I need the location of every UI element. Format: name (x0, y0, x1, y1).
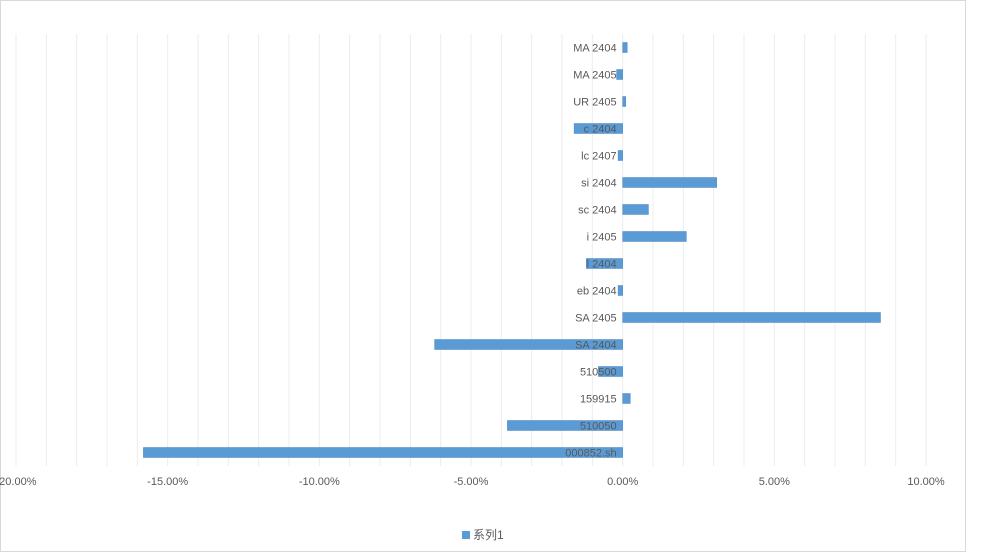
grid-lines (15, 34, 927, 466)
bar (507, 420, 623, 431)
category-label: UR 2405 (573, 97, 616, 109)
bar (622, 393, 631, 404)
bar (573, 123, 623, 134)
bar (617, 285, 623, 296)
x-axis-tick-labels: -20.00% -15.00% -10.00% -5.00% 0.00% 5.00% 10.… (0, 476, 945, 488)
legend: 系列1 (462, 526, 504, 543)
x-tick-label: -15.00% (147, 476, 188, 488)
bar (616, 69, 623, 80)
category-label: l 2404 (587, 259, 617, 271)
bar (598, 366, 623, 377)
legend-swatch (462, 530, 470, 539)
x-tick-label: 10.00% (907, 476, 945, 488)
category-label: c 2404 (584, 124, 617, 136)
bar (622, 96, 626, 107)
category-labels: MA 2404 MA 2405 UR 2405 c 2404 lc 2407 si 240… (565, 43, 616, 460)
category-label: 510050 (580, 421, 617, 433)
category-label: SA 2405 (575, 313, 617, 325)
bar (622, 177, 717, 188)
category-label: MA 2405 (573, 70, 616, 82)
x-tick-label: -10.00% (299, 476, 340, 488)
bar (434, 339, 623, 350)
category-label: 510500 (580, 367, 617, 379)
bar (622, 204, 649, 215)
x-tick-label: 0.00% (607, 476, 638, 488)
category-label: SA 2404 (575, 340, 617, 352)
bar (622, 312, 881, 323)
bars (143, 42, 881, 458)
bar (586, 258, 623, 269)
category-label: eb 2404 (577, 286, 617, 298)
category-label: lc 2407 (581, 151, 616, 163)
x-tick-label: 5.00% (759, 476, 790, 488)
category-label: si 2404 (581, 178, 616, 190)
category-label: 000852.sh (565, 448, 616, 460)
legend-label: 系列1 (473, 528, 504, 542)
bar (622, 42, 628, 53)
category-label: i 2405 (587, 232, 617, 244)
bar (617, 150, 623, 161)
category-label: 159915 (580, 394, 617, 406)
category-label: MA 2404 (573, 43, 616, 55)
bar (143, 447, 623, 458)
x-tick-label: -20.00% (0, 476, 37, 488)
bar (622, 231, 687, 242)
category-label: sc 2404 (578, 205, 617, 217)
x-tick-label: -5.00% (454, 476, 489, 488)
